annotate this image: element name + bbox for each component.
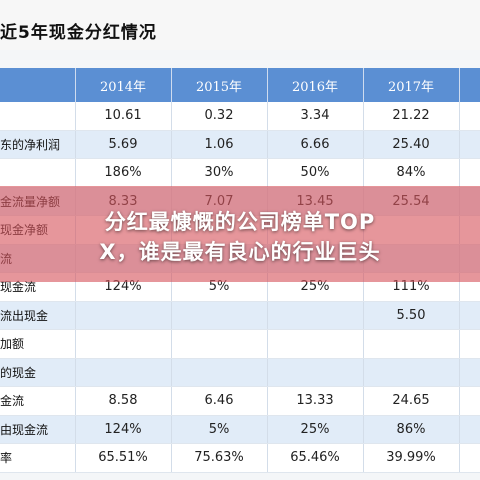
row-label-text: 东的净利润	[0, 137, 61, 152]
table-cell	[171, 301, 268, 330]
table-cell: 1.06	[171, 130, 268, 159]
headline-banner: 分红最慷慨的公司榜单TOP X，谁是最有良心的行业巨头	[0, 186, 480, 282]
table-cell: 13.33	[267, 386, 364, 416]
table-cell: 5.50	[363, 301, 460, 330]
row-label	[0, 158, 76, 188]
table-cell	[363, 358, 460, 387]
table-cell	[459, 329, 480, 359]
table-row: 加额	[0, 329, 480, 359]
table-cell	[267, 301, 364, 330]
row-label: 流出现金	[0, 301, 76, 330]
table-body: 10.610.323.3421.2224.东的净利润5.691.066.6625…	[0, 102, 480, 473]
row-label: 加额	[0, 329, 76, 359]
header-year-2014: 2014年	[75, 68, 172, 102]
table-row: 186%30%50%84%84	[0, 158, 480, 188]
table-cell: 5.69	[75, 130, 172, 159]
table-row: 的现金 6.6	[0, 358, 480, 387]
table-cell: 124%	[75, 415, 172, 444]
table-cell: 86%	[363, 415, 460, 444]
row-label: 金流	[0, 386, 76, 416]
table-cell: 75.63%	[171, 443, 268, 473]
row-label-text: 流出现金	[0, 308, 49, 323]
table-cell: 0.32	[171, 102, 268, 131]
table-cell	[363, 329, 460, 359]
table-cell: 21.22	[363, 102, 460, 131]
table-cell: 65.51%	[75, 443, 172, 473]
table-cell: 40.	[459, 386, 480, 416]
table-row: 流出现金 5.50-5.	[0, 301, 480, 330]
row-label-text: 金流	[0, 394, 25, 409]
row-label-text: 率	[0, 451, 13, 466]
table-cell: 8.58	[75, 386, 172, 416]
table-header-row: 2014年 2015年 2016年 2017年 201	[0, 68, 480, 102]
table-cell	[75, 358, 172, 387]
headline-line-2: X，谁是最有良心的行业巨头	[99, 240, 381, 264]
table-row: 由现金流 124%5%25%86%40	[0, 415, 480, 444]
table-cell: 30%	[171, 158, 268, 188]
header-year-2018: 201	[459, 68, 480, 102]
header-year-2017: 2017年	[363, 68, 460, 102]
table-cell: 50%	[267, 158, 364, 188]
table-cell: 10.61	[75, 102, 172, 131]
row-label	[0, 102, 76, 131]
table-cell	[267, 329, 364, 359]
table-cell: 5%	[171, 415, 268, 444]
table-cell	[75, 329, 172, 359]
table-cell: 25%	[267, 415, 364, 444]
table-cell: 24.65	[363, 386, 460, 416]
table-cell: 25.40	[363, 130, 460, 159]
table-cell	[75, 301, 172, 330]
table-cell: 84	[459, 158, 480, 188]
table-cell	[171, 358, 268, 387]
row-label: 的现金	[0, 358, 76, 387]
table-row: 率 65.51%75.63%65.46%39.99%29.9	[0, 443, 480, 473]
row-label: 由现金流	[0, 415, 76, 444]
header-year-2016: 2016年	[267, 68, 364, 102]
title-bar: 近5年现金分红情况	[0, 0, 480, 50]
table-cell: 6.66	[267, 130, 364, 159]
table-cell: 84%	[363, 158, 460, 188]
table-cell	[267, 358, 364, 387]
table-cell: 40	[459, 415, 480, 444]
table-cell: 65.46%	[267, 443, 364, 473]
table-cell: 39.99%	[363, 443, 460, 473]
table-cell: -5.	[459, 301, 480, 330]
table-cell: 29.9	[459, 443, 480, 473]
table-cell: 186%	[75, 158, 172, 188]
headline-line-1: 分红最慷慨的公司榜单TOP	[104, 210, 376, 234]
table-cell	[171, 329, 268, 359]
table-cell: 6.46	[171, 386, 268, 416]
table-cell: 3.34	[267, 102, 364, 131]
row-label-text: 的现金	[0, 365, 37, 380]
table-cell: 24.	[459, 102, 480, 131]
header-label-cell	[0, 68, 76, 102]
row-label-text: 由现金流	[0, 422, 49, 437]
row-label: 东的净利润	[0, 130, 76, 159]
row-label-text: 加额	[0, 337, 25, 352]
table-cell: 6.6	[459, 358, 480, 387]
row-label: 率	[0, 443, 76, 473]
page-title: 近5年现金分红情况	[0, 23, 157, 43]
table-cell: 29.	[459, 130, 480, 159]
row-label-text: 现金流	[0, 280, 37, 295]
header-year-2015: 2015年	[171, 68, 268, 102]
